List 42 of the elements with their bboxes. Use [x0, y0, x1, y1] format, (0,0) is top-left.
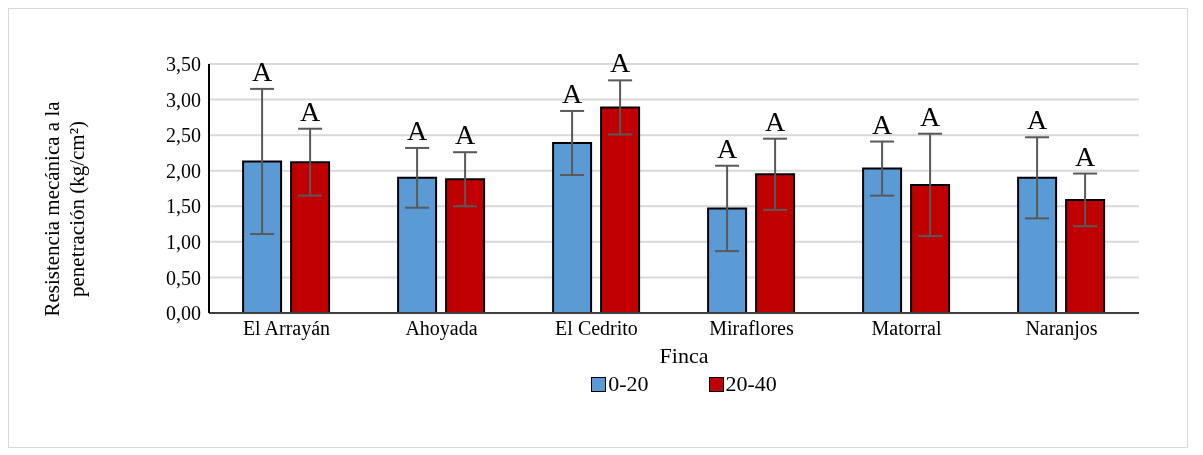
y-tick-label: 1,50 [166, 195, 201, 218]
bar [1017, 176, 1058, 313]
data-label: A [1074, 140, 1096, 172]
data-label: A [919, 100, 941, 132]
x-axis-title: Finca [658, 343, 710, 369]
data-label: A [764, 105, 786, 137]
x-tick-label: El Cedrito [555, 317, 638, 340]
y-tick-label: 2,50 [166, 124, 201, 147]
y-axis-title: Resistencia mecánica a la penetración (kg/cm²) [40, 100, 90, 319]
bar [910, 183, 951, 313]
y-tick-label: 1,00 [166, 230, 201, 253]
x-tick-label: Ahoyada [405, 317, 478, 341]
bar [1065, 198, 1106, 313]
x-tick-label: El Arrayán [242, 317, 331, 341]
data-label: A [299, 95, 321, 127]
y-tick-label: 0,50 [166, 266, 201, 289]
x-tick-label: Matorral [871, 317, 942, 340]
data-label: A [251, 55, 273, 87]
bar [600, 106, 641, 313]
bar [445, 178, 486, 313]
y-tick-label: 2,00 [166, 159, 201, 182]
legend-label: 0-20 [608, 371, 649, 397]
data-label: A [454, 119, 476, 151]
data-label: A [871, 108, 893, 140]
bar [552, 141, 593, 313]
bar [397, 176, 438, 313]
bar [290, 161, 331, 313]
bar [707, 207, 748, 313]
legend-label: 20-40 [725, 371, 777, 397]
data-label: A [716, 132, 738, 164]
x-tick-label: Miraflores [709, 317, 794, 340]
data-label: A [406, 114, 428, 146]
data-label: A [1026, 104, 1048, 136]
y-tick-label: 3,50 [166, 53, 201, 76]
y-tick-label: 0,00 [166, 302, 201, 325]
bar [755, 173, 796, 313]
bar [242, 160, 283, 313]
data-label: A [609, 47, 631, 79]
bar [862, 167, 903, 313]
data-label: A [561, 77, 583, 109]
y-tick-label: 3,00 [166, 88, 201, 111]
x-tick-label: Naranjos [1025, 317, 1098, 341]
